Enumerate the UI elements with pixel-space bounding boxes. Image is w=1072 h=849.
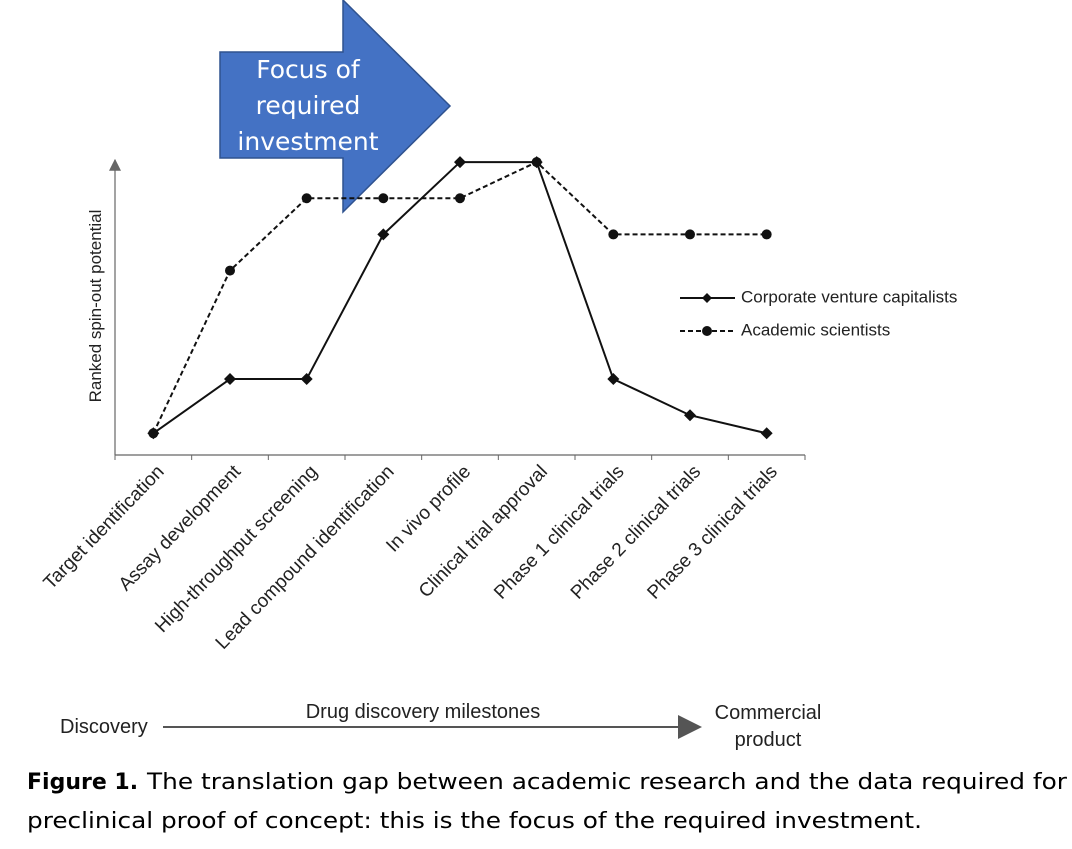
x-tick-label: Clinical trial approval	[415, 461, 552, 602]
point	[148, 428, 159, 439]
x-axis-start: Discovery	[60, 716, 148, 738]
point	[455, 193, 465, 204]
x-tick-label: Phase 1 clinical trials	[490, 461, 628, 603]
point	[684, 409, 696, 422]
point	[760, 427, 773, 440]
annotation-line: required	[256, 91, 361, 120]
x-tick-label: High-throughput screening	[151, 461, 322, 637]
annotation-line: Focus of	[256, 55, 361, 84]
caption-text: preclinical proof of concept: this is th…	[27, 809, 922, 834]
y-axis-label: Ranked spin-out potential	[86, 210, 105, 403]
legend-label: Academic scientists	[741, 320, 890, 339]
focus-arrow	[219, 0, 452, 214]
point	[225, 265, 235, 276]
annotation: Focus of required investment	[237, 55, 378, 156]
caption-text: The translation gap between academic res…	[146, 770, 1068, 795]
point	[377, 228, 390, 241]
point	[607, 373, 620, 386]
point	[454, 156, 466, 169]
point	[301, 193, 312, 204]
x-axis-end: Commercial	[715, 702, 822, 724]
point	[531, 157, 542, 168]
point	[761, 229, 772, 240]
x-axis-label: Drug discovery milestones	[306, 701, 541, 723]
point	[608, 229, 619, 240]
legend-marker	[702, 293, 712, 303]
point	[685, 229, 695, 240]
annotation-line: investment	[237, 127, 378, 156]
x-tick-label: Phase 2 clinical trials	[567, 461, 705, 603]
point	[378, 193, 389, 204]
x-axis-end: product	[735, 729, 802, 751]
point	[224, 373, 236, 386]
x-tick-label: Phase 3 clinical trials	[644, 461, 782, 603]
legend-marker	[702, 326, 712, 336]
caption-label: Figure 1.	[27, 770, 138, 795]
legend-label: Corporate venture capitalists	[741, 287, 957, 306]
point	[300, 373, 313, 386]
